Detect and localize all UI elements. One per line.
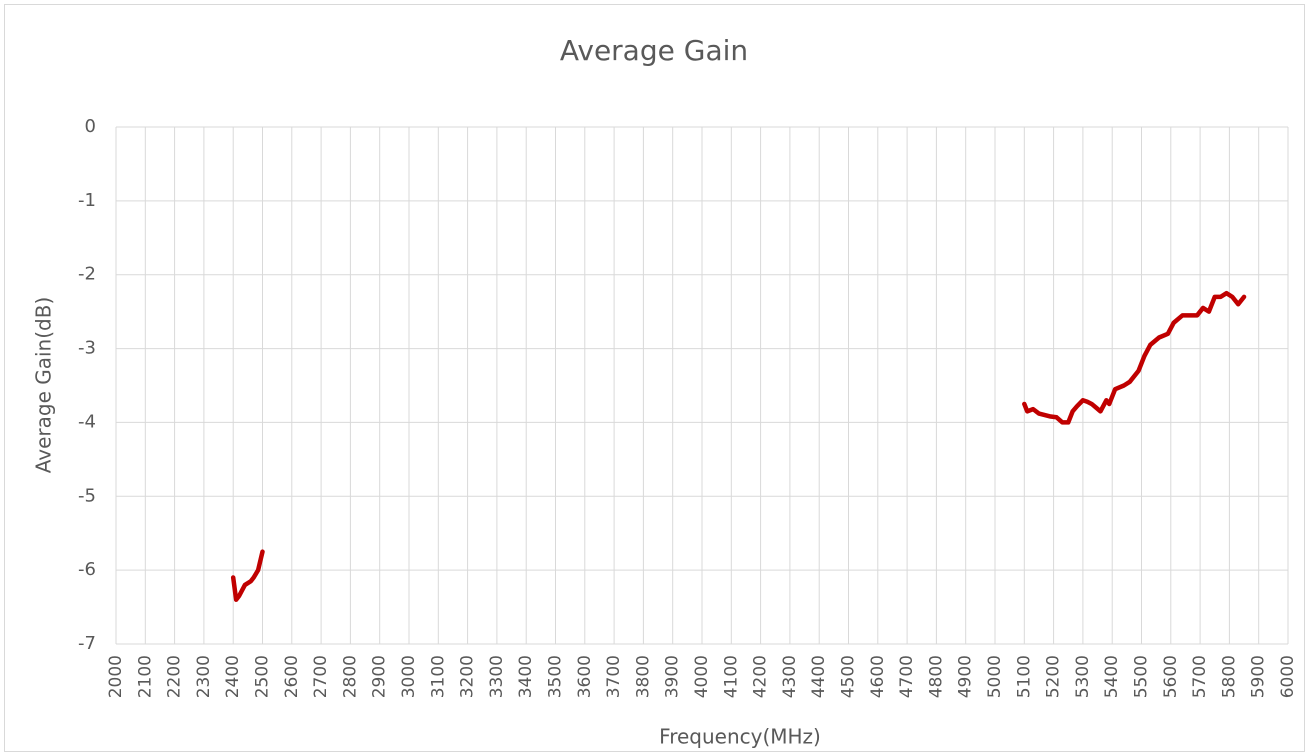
x-tick-label: 2200 — [165, 655, 185, 698]
x-tick-label: 2900 — [370, 655, 390, 698]
x-tick-label: 2700 — [311, 655, 331, 698]
x-tick-label: 2800 — [340, 655, 360, 698]
y-tick-label: -5 — [78, 485, 96, 506]
x-tick-label: 5100 — [1014, 655, 1034, 698]
x-tick-label: 3000 — [399, 655, 419, 698]
x-tick-label: 5600 — [1161, 655, 1181, 698]
x-tick-label: 2300 — [194, 655, 214, 698]
x-tick-label: 2100 — [135, 655, 155, 698]
y-tick-label: -2 — [78, 264, 96, 285]
x-tick-label: 5500 — [1132, 655, 1152, 698]
x-tick-label: 3400 — [516, 655, 536, 698]
x-tick-label: 6000 — [1278, 655, 1298, 698]
y-tick-label: 0 — [85, 116, 96, 137]
x-tick-label: 5000 — [985, 655, 1005, 698]
x-tick-label: 4800 — [926, 655, 946, 698]
x-tick-label: 5900 — [1249, 655, 1269, 698]
x-axis-title: Frequency(MHz) — [659, 725, 821, 749]
x-tick-label: 5700 — [1190, 655, 1210, 698]
x-tick-label: 3800 — [633, 655, 653, 698]
y-tick-label: -7 — [78, 633, 96, 654]
x-tick-label: 4500 — [839, 655, 859, 698]
x-tick-label: 5800 — [1219, 655, 1239, 698]
x-tick-label: 4300 — [780, 655, 800, 698]
x-tick-label: 4600 — [868, 655, 888, 698]
x-tick-label: 5400 — [1102, 655, 1122, 698]
x-tick-label: 2500 — [253, 655, 273, 698]
x-tick-label: 3300 — [487, 655, 507, 698]
chart-border — [4, 4, 1305, 752]
x-tick-label: 4000 — [692, 655, 712, 698]
x-tick-label: 5200 — [1044, 655, 1064, 698]
data-line — [230, 290, 1247, 602]
x-tick-label: 2600 — [282, 655, 302, 698]
y-tick-label: -4 — [78, 411, 96, 432]
x-tick-label: 4200 — [751, 655, 771, 698]
x-tick-label: 3500 — [546, 655, 566, 698]
x-tick-label: 2000 — [106, 655, 126, 698]
x-tick-label: 3200 — [458, 655, 478, 698]
x-tick-label: 4100 — [721, 655, 741, 698]
x-tick-label: 5300 — [1073, 655, 1093, 698]
chart-title: Average Gain — [560, 34, 748, 67]
x-tick-label: 4900 — [956, 655, 976, 698]
y-tick-label: -1 — [78, 190, 96, 211]
x-tick-label: 2400 — [223, 655, 243, 698]
y-tick-label: -6 — [78, 559, 96, 580]
x-tick-label: 4400 — [809, 655, 829, 698]
x-tick-label: 3600 — [575, 655, 595, 698]
y-tick-label: -3 — [78, 338, 96, 359]
y-axis-title: Average Gain(dB) — [32, 297, 56, 474]
x-tick-label: 3900 — [663, 655, 683, 698]
x-tick-label: 3100 — [428, 655, 448, 698]
x-tick-label: 3700 — [604, 655, 624, 698]
x-tick-label: 4700 — [897, 655, 917, 698]
